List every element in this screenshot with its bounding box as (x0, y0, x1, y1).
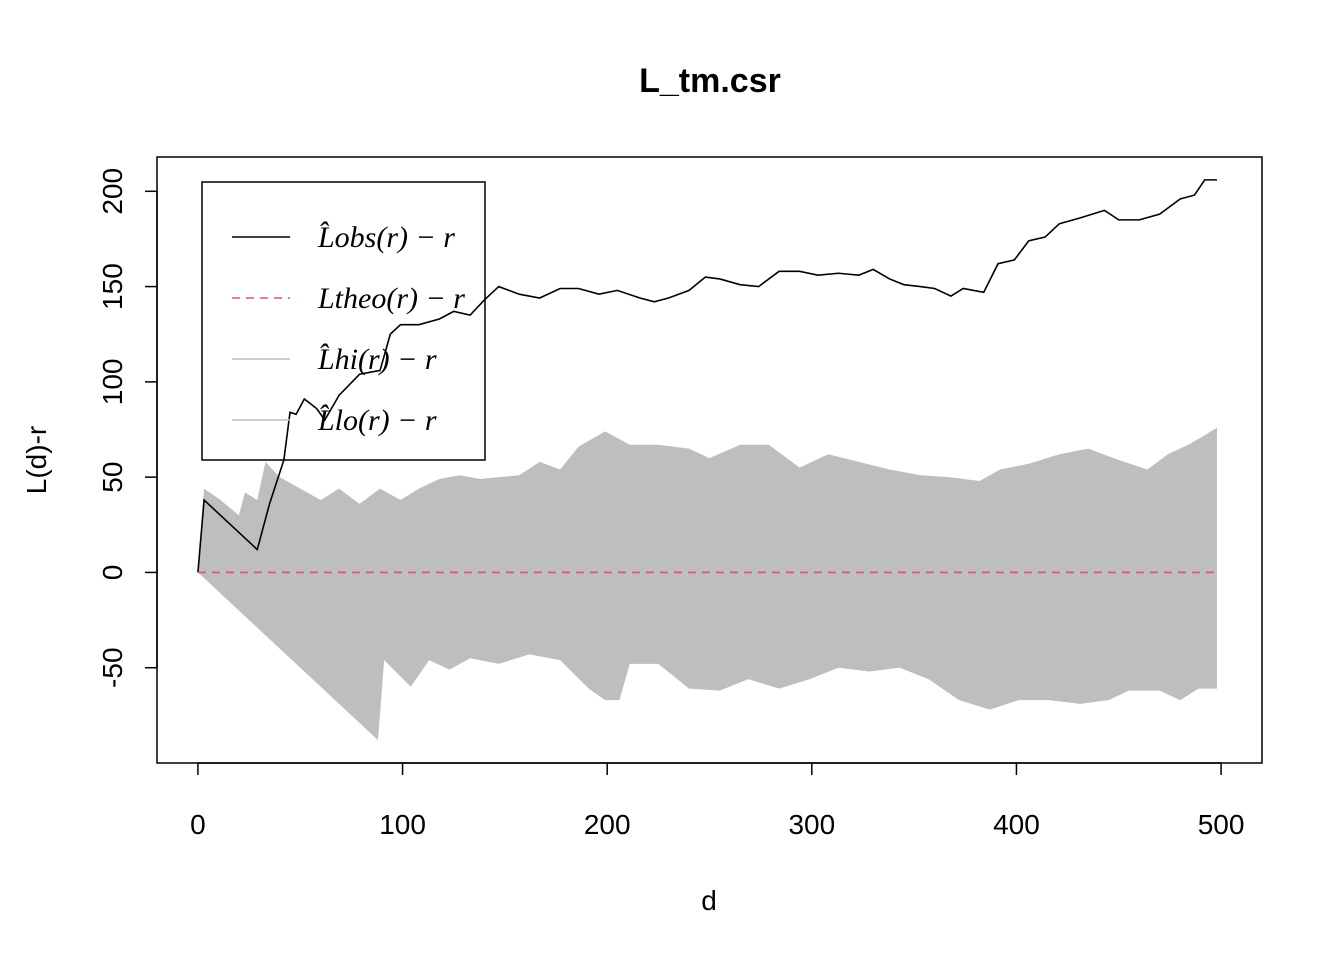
y-tick-label: 0 (97, 565, 128, 581)
x-tick-label: 100 (379, 809, 426, 840)
legend-label: L̂hi(r) − r (317, 343, 437, 376)
chart-title: L_tm.csr (639, 62, 781, 100)
y-tick-label: 100 (97, 359, 128, 406)
x-tick-label: 200 (584, 809, 631, 840)
y-tick-label: 50 (97, 462, 128, 493)
plot-area (197, 179, 1217, 741)
y-tick-label: 150 (97, 263, 128, 310)
y-tick-label: 200 (97, 168, 128, 215)
x-tick-label: 500 (1198, 809, 1245, 840)
x-tick-label: 300 (788, 809, 835, 840)
legend-label: Ltheo(r) − r (317, 282, 465, 315)
legend-label: L̂obs(r) − r (317, 221, 455, 254)
x-tick-label: 400 (993, 809, 1040, 840)
y-axis-label: L(d)-r (21, 426, 52, 494)
series-line (197, 179, 1217, 573)
legend-box (201, 181, 486, 461)
legend-label: L̂lo(r) − r (317, 404, 437, 437)
x-tick-label: 0 (190, 809, 206, 840)
envelope-area (197, 572, 1217, 741)
x-axis-label: d (701, 885, 717, 916)
envelope-area (197, 427, 1217, 573)
y-tick-label: -50 (97, 647, 128, 687)
